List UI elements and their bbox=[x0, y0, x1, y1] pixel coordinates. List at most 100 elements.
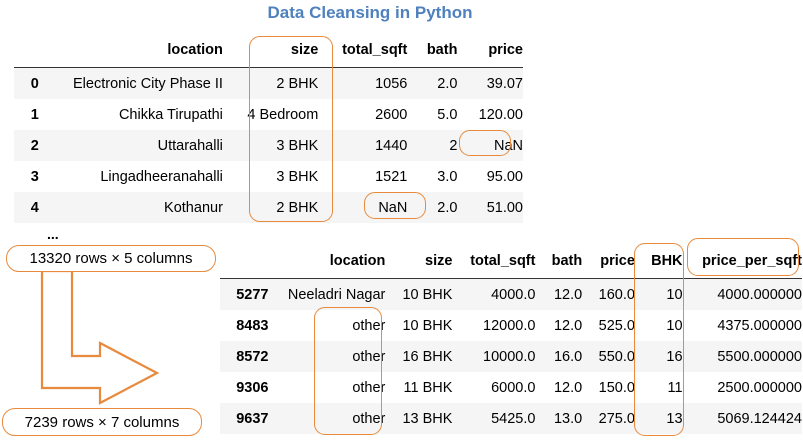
cell-location: other bbox=[352, 379, 386, 396]
cell-price: 275.0 bbox=[582, 403, 635, 434]
cell-size: 2 BHK bbox=[222, 192, 319, 223]
column-header: price_per_sqft bbox=[682, 244, 802, 279]
cell-total-sqft: 1440 bbox=[318, 130, 408, 161]
cell-size: 4 Bedroom bbox=[247, 106, 319, 123]
column-header: size bbox=[222, 33, 319, 68]
cell-price: 39.07 bbox=[457, 67, 523, 99]
cell-price: 150.0 bbox=[598, 379, 635, 396]
cell-bhk: 10 bbox=[634, 278, 683, 310]
row-index: 9306 bbox=[236, 379, 269, 396]
row-index: 8483 bbox=[236, 317, 269, 334]
cell-price-per-sqft: 5069.124424 bbox=[682, 403, 802, 434]
raw-shape-label: 13320 rows × 5 columns bbox=[6, 245, 216, 272]
cell-size: 16 BHK bbox=[385, 341, 453, 372]
cell-bath: 16.0 bbox=[535, 341, 583, 372]
cell-total-sqft: 12000.0 bbox=[483, 317, 536, 334]
cell-bath: 5.0 bbox=[437, 106, 458, 123]
table-header-row: location size total_sqft bath price bbox=[14, 33, 523, 68]
cell-total-sqft: 6000.0 bbox=[491, 379, 536, 396]
cell-size: 13 BHK bbox=[385, 403, 453, 434]
cleaned-shape-label: 7239 rows × 7 columns bbox=[2, 408, 202, 436]
column-header: price bbox=[457, 33, 523, 68]
row-index: 0 bbox=[14, 67, 39, 99]
table-row: 3 Lingadheeranahalli 3 BHK 1521 3.0 95.00 bbox=[14, 161, 523, 192]
row-index: 8572 bbox=[220, 341, 269, 372]
cell-bath: 3.0 bbox=[437, 168, 458, 185]
table-header-row: location size total_sqft bath price BHK … bbox=[220, 244, 802, 279]
cell-total-sqft: 4000.0 bbox=[452, 278, 536, 310]
cell-total-sqft: 10000.0 bbox=[452, 341, 536, 372]
table-row: 9637 other 13 BHK 5425.0 13.0 275.0 13 5069.124… bbox=[220, 403, 802, 434]
cell-location: Chikka Tirupathi bbox=[118, 106, 223, 123]
row-index: 3 bbox=[30, 168, 39, 185]
column-header: bath bbox=[535, 244, 583, 279]
cell-price-per-sqft: 4000.000000 bbox=[682, 278, 802, 310]
table-row: 9306 other 11 BHK 6000.0 12.0 150.0 11 2500.000… bbox=[220, 372, 802, 403]
price-per-sqft-header-highlight bbox=[687, 238, 799, 276]
cell-size: 10 BHK bbox=[402, 317, 453, 334]
cleaned-dataframe-table: location size total_sqft bath price BHK … bbox=[220, 244, 802, 434]
cell-price-per-sqft: 5500.000000 bbox=[682, 341, 802, 372]
cell-price: 525.0 bbox=[598, 317, 635, 334]
cell-location: other bbox=[268, 403, 386, 434]
cell-price: 160.0 bbox=[582, 278, 635, 310]
column-header: location bbox=[268, 244, 386, 279]
cell-price: 51.00 bbox=[457, 192, 523, 223]
cell-location: Electronic City Phase II bbox=[38, 67, 223, 99]
index-header bbox=[14, 33, 39, 68]
cell-price: 120.00 bbox=[478, 106, 523, 123]
cell-size: 11 BHK bbox=[403, 379, 453, 396]
column-header: location bbox=[38, 33, 223, 68]
cell-total-sqft: 2600 bbox=[375, 106, 408, 123]
cell-size: 3 BHK bbox=[222, 130, 319, 161]
table-row: 0 Electronic City Phase II 2 BHK 1056 2.0 39.… bbox=[14, 67, 523, 99]
cell-price-per-sqft: 2500.000000 bbox=[717, 379, 802, 396]
row-index: 1 bbox=[30, 106, 39, 123]
column-header: total_sqft bbox=[318, 33, 408, 68]
table-row: 8483 other 10 BHK 12000.0 12.0 525.0 10 4375.00… bbox=[220, 310, 802, 341]
cell-total-sqft: 1521 bbox=[375, 168, 408, 185]
raw-dataframe-table: location size total_sqft bath price 0 Ele… bbox=[14, 33, 523, 223]
cell-bath: 13.0 bbox=[535, 403, 583, 434]
cell-location: Uttarahalli bbox=[38, 130, 223, 161]
cell-bhk: 10 bbox=[666, 317, 683, 334]
cell-size: 3 BHK bbox=[276, 168, 319, 185]
cell-bath: 2.0 bbox=[407, 67, 458, 99]
cell-bath: 2 bbox=[407, 130, 458, 161]
table-row: 1 Chikka Tirupathi 4 Bedroom 2600 5.0 120.00 bbox=[14, 99, 523, 130]
cell-total-sqft: NaN bbox=[318, 192, 408, 223]
rows-ellipsis: ... bbox=[47, 226, 59, 242]
table-row: 2 Uttarahalli 3 BHK 1440 2 NaN bbox=[14, 130, 523, 161]
sqft-nan-highlight bbox=[364, 192, 426, 219]
cell-size: 10 BHK bbox=[385, 278, 453, 310]
row-index: 4 bbox=[14, 192, 39, 223]
bhk-column-highlight bbox=[634, 243, 684, 436]
cell-location: Lingadheeranahalli bbox=[100, 168, 223, 185]
row-index: 9637 bbox=[220, 403, 269, 434]
cell-price: 550.0 bbox=[582, 341, 635, 372]
cell-total-sqft: 1056 bbox=[318, 67, 408, 99]
column-header: total_sqft bbox=[452, 244, 536, 279]
cell-price-per-sqft: 4375.000000 bbox=[717, 317, 802, 334]
cell-location: other bbox=[268, 341, 386, 372]
cell-bath: 12.0 bbox=[553, 317, 583, 334]
cell-bhk: 11 bbox=[667, 379, 683, 396]
cell-bath: 12.0 bbox=[535, 278, 583, 310]
table-row: 5277 Neeladri Nagar 10 BHK 4000.0 12.0 160.0 1… bbox=[220, 278, 802, 310]
index-header bbox=[220, 244, 269, 279]
cell-size: 2 BHK bbox=[222, 67, 319, 99]
size-column-highlight bbox=[249, 36, 333, 222]
location-other-highlight bbox=[314, 307, 382, 435]
cell-location: Neeladri Nagar bbox=[268, 278, 386, 310]
row-index: 5277 bbox=[220, 278, 269, 310]
page-title: Data Cleansing in Python bbox=[267, 3, 473, 22]
cell-bath: 12.0 bbox=[553, 379, 583, 396]
cell-total-sqft: 5425.0 bbox=[452, 403, 536, 434]
cell-location: Kothanur bbox=[38, 192, 223, 223]
cell-bhk: 16 bbox=[634, 341, 683, 372]
table-row: 4 Kothanur 2 BHK NaN 2.0 51.00 bbox=[14, 192, 523, 223]
price-nan-highlight bbox=[459, 130, 511, 156]
table-row: 8572 other 16 BHK 10000.0 16.0 550.0 16 5500.00… bbox=[220, 341, 802, 372]
column-header: size bbox=[385, 244, 453, 279]
